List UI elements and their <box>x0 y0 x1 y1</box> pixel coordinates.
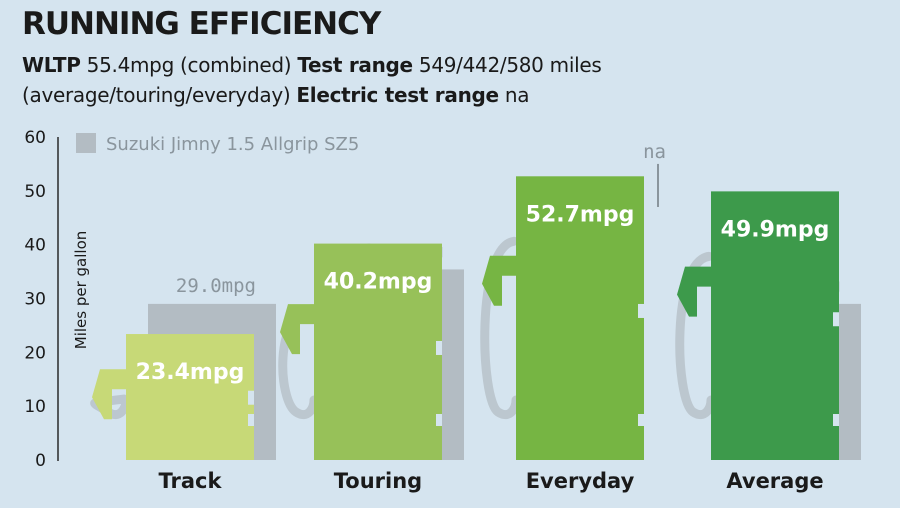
test-range-note: (average/touring/everyday) <box>22 83 291 107</box>
y-tick-label: 60 <box>24 128 46 148</box>
electric-range-label: Electric test range <box>296 83 499 107</box>
bar-everyday <box>516 176 644 460</box>
electric-range-value: na <box>504 83 530 107</box>
y-tick-label: 40 <box>24 236 46 256</box>
legend-entry: Suzuki Jimny 1.5 Allgrip SZ5 <box>106 134 359 155</box>
wltp-label: WLTP <box>22 53 81 77</box>
x-tick-label: Track <box>159 469 223 493</box>
pump-nozzle-icon <box>280 304 314 355</box>
bar-value-label: 49.9mpg <box>721 217 830 242</box>
pump-notch <box>436 340 442 355</box>
test-range-label: Test range <box>297 53 413 77</box>
y-tick-label: 30 <box>24 290 46 310</box>
bar-value-label: 23.4mpg <box>136 360 245 385</box>
pump-nozzle-icon <box>677 266 711 317</box>
pump-notch <box>638 414 644 426</box>
bar-average <box>711 191 839 460</box>
pump-notch <box>248 390 254 405</box>
pump-notch <box>833 414 839 426</box>
spec-summary: WLTP 55.4mpg (combined) Test range 549/4… <box>22 50 882 110</box>
x-tick-label: Everyday <box>526 469 635 493</box>
bar-track <box>126 334 254 460</box>
y-tick-label: 0 <box>35 451 46 471</box>
bar-touring <box>314 243 442 460</box>
bar-value-label: 40.2mpg <box>324 270 433 295</box>
y-axis-label: Miles per gallon <box>72 231 90 350</box>
test-range-value: 549/442/580 miles <box>418 53 602 77</box>
pump-notch <box>638 303 644 318</box>
y-tick-label: 10 <box>24 397 46 417</box>
y-tick-label: 20 <box>24 343 46 363</box>
pump-nozzle-icon <box>482 255 516 306</box>
x-tick-label: Touring <box>334 469 422 493</box>
page-title: RUNNING EFFICIENCY <box>22 6 381 42</box>
pump-notch <box>436 414 442 426</box>
pump-notch <box>833 312 839 327</box>
y-tick-label: 50 <box>24 182 46 202</box>
pump-nozzle-icon <box>92 369 126 420</box>
pump-notch <box>248 414 254 426</box>
x-tick-label: Average <box>726 469 823 493</box>
legend-swatch <box>76 133 96 153</box>
comparison-value-label: na <box>643 141 666 163</box>
wltp-value: 55.4mpg (combined) <box>86 53 292 77</box>
bar-value-label: 52.7mpg <box>526 202 635 227</box>
comparison-value-label: 29.0mpg <box>176 275 256 297</box>
